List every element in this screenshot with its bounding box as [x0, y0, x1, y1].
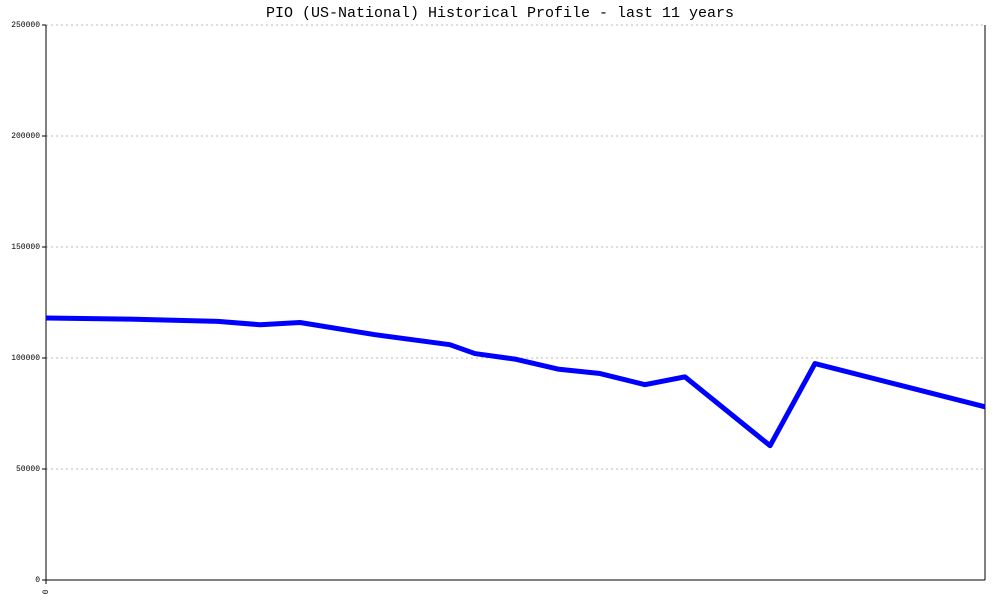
data-line	[45, 315, 986, 449]
y-tick-label: 50000	[16, 465, 40, 474]
y-tick-label: 150000	[11, 243, 40, 252]
y-tick-label: 100000	[11, 354, 40, 363]
chart-title: PIO (US-National) Historical Profile - l…	[266, 5, 734, 22]
y-tick-label: 0	[35, 576, 40, 585]
y-tick-label: 200000	[11, 132, 40, 141]
y-tick-label: 250000	[11, 21, 40, 30]
x-tick-label: 0	[42, 589, 51, 594]
